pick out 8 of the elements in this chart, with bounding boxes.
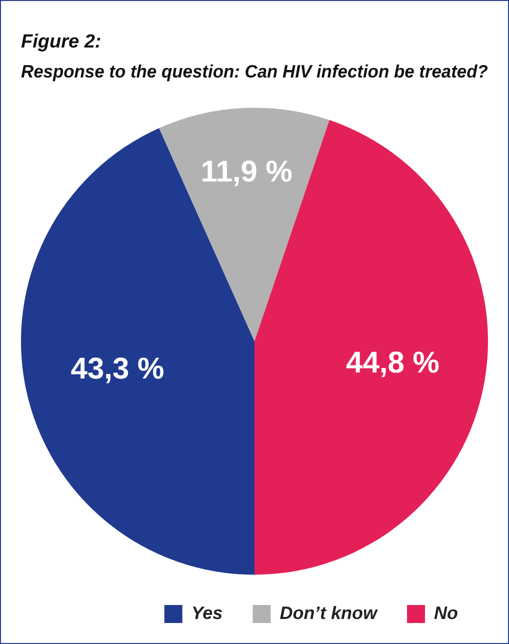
legend-label: No: [434, 602, 458, 623]
data-label: 43,3 %: [70, 352, 164, 386]
chart-subtitle: Response to the question: Can HIV infection be treated?: [21, 61, 488, 82]
data-label: 44,8 %: [346, 346, 440, 380]
legend-label: Don’t know: [280, 602, 378, 623]
chart-title: Figure 2:: [21, 32, 102, 53]
data-label: 11,9 %: [200, 156, 292, 189]
legend-label: Yes: [191, 602, 223, 623]
